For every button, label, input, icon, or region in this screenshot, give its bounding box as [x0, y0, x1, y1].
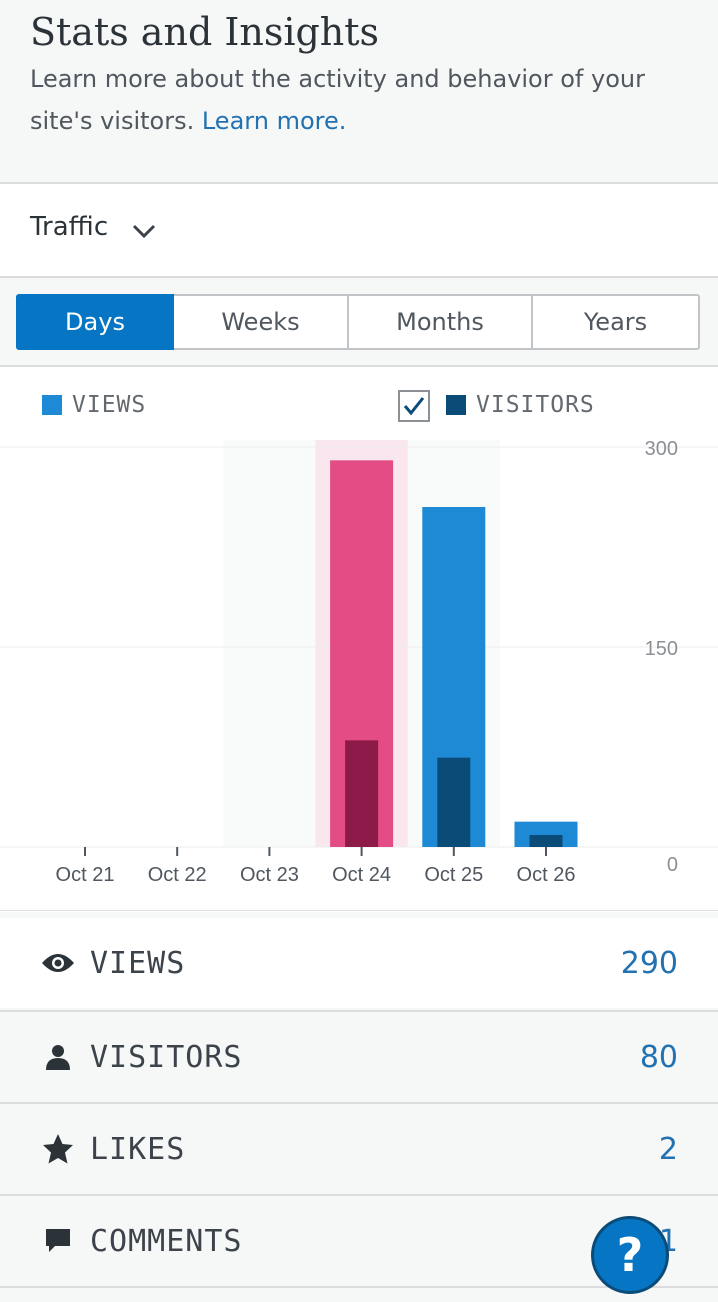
- eye-icon: [40, 945, 76, 981]
- tab-years[interactable]: Years: [531, 294, 700, 350]
- learn-more-link[interactable]: Learn more.: [201, 107, 347, 135]
- legend-views[interactable]: VIEWS: [42, 392, 146, 418]
- stat-label-likes: LIKES: [90, 1131, 186, 1167]
- x-tick-label: Oct 26: [517, 864, 576, 886]
- stat-label-visitors: VISITORS: [90, 1039, 243, 1075]
- help-button[interactable]: ?: [591, 1216, 669, 1294]
- stat-value-visitors: 80: [639, 1039, 678, 1075]
- y-tick-label: 150: [645, 638, 678, 660]
- legend-visitors-label: VISITORS: [476, 392, 595, 418]
- page-subtitle: Learn more about the activity and behavi…: [30, 58, 670, 142]
- stat-value-likes: 2: [658, 1131, 678, 1167]
- y-tick-label: 300: [645, 440, 678, 460]
- traffic-label: Traffic: [30, 212, 109, 242]
- traffic-chart[interactable]: 0 150 300 Oct 21 Oct 22 Oct 23 Oct 24 Oct 25 Oct…: [0, 440, 718, 910]
- stats-header: Stats and Insights Learn more about the …: [0, 0, 718, 183]
- divider: [0, 1102, 718, 1104]
- chevron-down-icon[interactable]: [132, 222, 156, 240]
- stat-label-views: VIEWS: [90, 945, 186, 981]
- x-tick-label: Oct 25: [424, 864, 483, 886]
- visitors-checkbox[interactable]: [398, 390, 430, 422]
- x-tick-label: Oct 23: [240, 864, 299, 886]
- y-tick-label: 0: [667, 854, 678, 876]
- divider: [0, 1286, 718, 1288]
- stat-row-views[interactable]: VIEWS 290: [0, 918, 718, 1008]
- x-tick-label: Oct 22: [148, 864, 207, 886]
- divider: [0, 1010, 718, 1012]
- visitors-bar: [529, 835, 563, 847]
- chart-band: [223, 440, 316, 847]
- subtitle-text: Learn more about the activity and behavi…: [30, 65, 645, 135]
- visitors-bar: [437, 757, 471, 847]
- legend-views-label: VIEWS: [72, 392, 147, 418]
- stat-row-visitors[interactable]: VISITORS 80: [0, 1012, 718, 1102]
- person-icon: [40, 1039, 76, 1075]
- x-tick-label: Oct 21: [56, 864, 115, 886]
- tab-months[interactable]: Months: [347, 294, 533, 350]
- comment-icon: [40, 1223, 76, 1259]
- star-icon: [40, 1131, 76, 1167]
- divider: [0, 182, 718, 184]
- tab-weeks[interactable]: Weeks: [174, 294, 349, 350]
- divider: [0, 365, 718, 367]
- traffic-dropdown[interactable]: Traffic: [0, 184, 718, 276]
- stat-row-likes[interactable]: LIKES 2: [0, 1104, 718, 1194]
- divider: [0, 276, 718, 278]
- stat-value-views: 290: [620, 945, 678, 981]
- check-icon: [403, 397, 425, 416]
- legend-visitors[interactable]: VISITORS: [446, 392, 595, 418]
- page-title: Stats and Insights: [30, 10, 380, 54]
- visitors-bar: [345, 740, 379, 847]
- x-tick-label: Oct 24: [332, 864, 391, 886]
- divider: [0, 910, 718, 911]
- stat-label-comments: COMMENTS: [90, 1223, 243, 1259]
- divider: [0, 1194, 718, 1196]
- legend-views-swatch: [42, 395, 62, 415]
- tab-days[interactable]: Days: [16, 294, 174, 350]
- legend-visitors-swatch: [446, 395, 466, 415]
